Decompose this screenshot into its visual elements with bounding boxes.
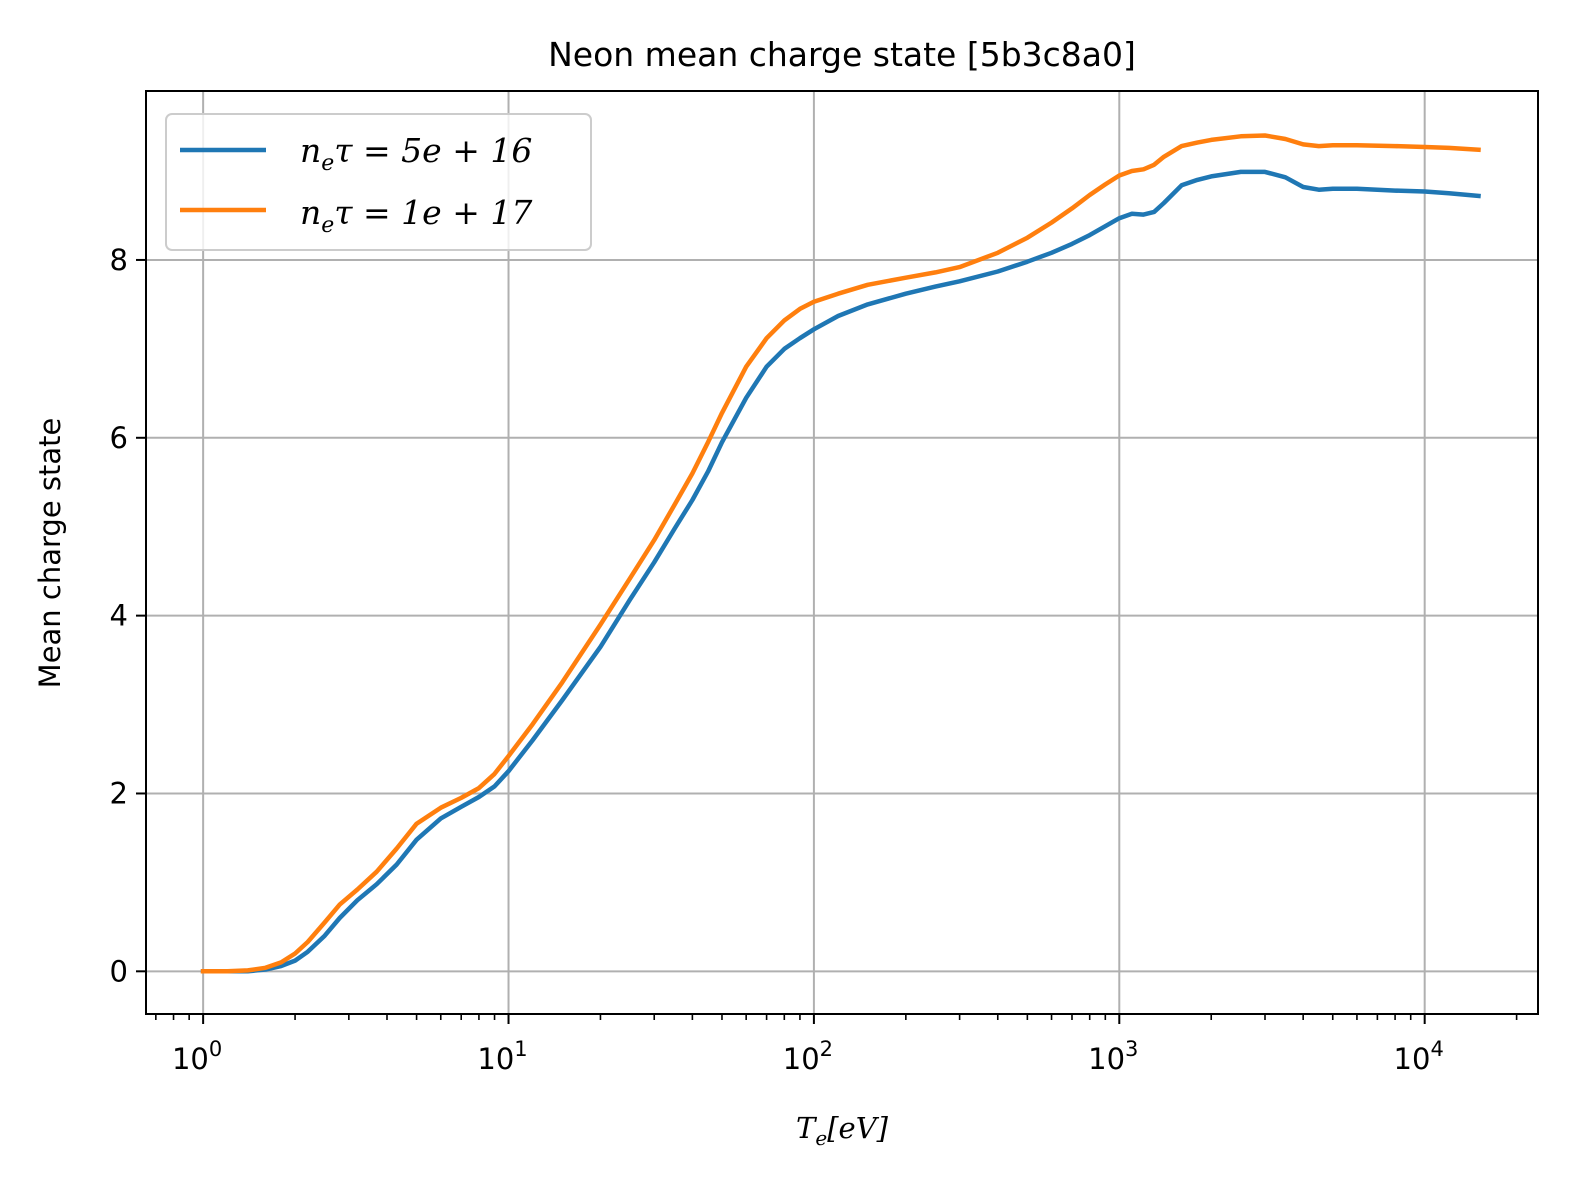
chart-title: Neon mean charge state [5b3c8a0] <box>548 35 1136 74</box>
y-axis-label: Mean charge state <box>33 418 67 689</box>
x-tick-label: 104 <box>1394 1037 1444 1076</box>
grid <box>146 91 1538 1014</box>
legend-label-series-2: neτ = 1e + 17 <box>300 193 532 238</box>
y-tick-label: 2 <box>110 776 128 810</box>
y-tick-label: 0 <box>110 954 128 988</box>
y-axis: 0 2 4 6 8 <box>110 243 146 988</box>
legend-label-series-1: neτ = 5e + 16 <box>300 131 532 176</box>
legend-box <box>165 113 592 251</box>
x-axis-label: Te[eV] <box>796 1111 889 1150</box>
series-lines <box>200 133 1481 974</box>
x-tick-label: 100 <box>172 1037 222 1076</box>
x-tick-label: 103 <box>1088 1037 1138 1076</box>
y-tick-label: 8 <box>110 243 128 277</box>
y-tick-label: 6 <box>110 421 128 455</box>
series-line-1 <box>200 169 1481 974</box>
x-tick-label: 102 <box>783 1037 833 1076</box>
x-tick-label: 101 <box>477 1037 527 1076</box>
x-axis: 100 101 102 103 104 <box>155 1014 1518 1076</box>
series-line-2 <box>200 133 1481 974</box>
plot-area-frame <box>145 90 1539 1015</box>
y-tick-label: 4 <box>110 599 128 633</box>
legend: neτ = 5e + 16 neτ = 1e + 17 <box>165 113 592 251</box>
